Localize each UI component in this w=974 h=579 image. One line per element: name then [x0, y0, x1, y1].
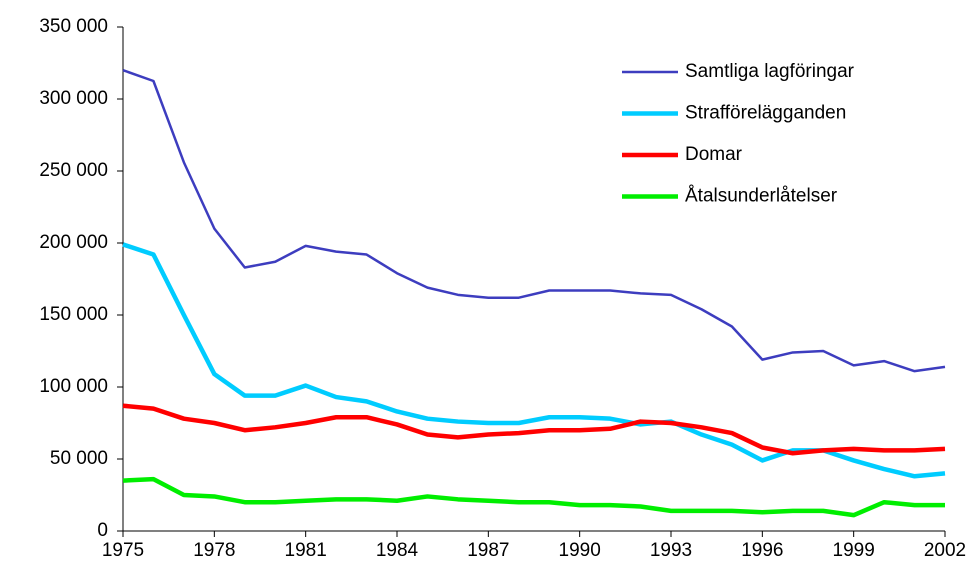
x-tick-label: 1975 — [102, 540, 144, 561]
x-tick-label: 1999 — [833, 540, 875, 561]
series-line — [122, 69, 946, 373]
legend-label: Strafförelägganden — [685, 103, 846, 124]
legend-label: Åtalsunderlåtelser — [685, 186, 838, 207]
y-tick-label: 300 000 — [39, 88, 108, 109]
y-tick-label: 0 — [97, 520, 108, 541]
x-tick-label: 1981 — [285, 540, 327, 561]
x-tick-label: 2002 — [924, 540, 966, 561]
legend-label: Samtliga lagföringar — [685, 61, 855, 82]
y-tick-label: 250 000 — [39, 160, 108, 181]
x-tick-label: 1987 — [467, 540, 509, 561]
y-tick-label: 350 000 — [39, 16, 108, 37]
y-tick-label: 150 000 — [39, 304, 108, 325]
series-line — [122, 476, 945, 518]
legend-label: Domar — [685, 144, 743, 165]
y-tick-label: 200 000 — [39, 232, 108, 253]
y-tick-label: 100 000 — [39, 376, 108, 397]
x-tick-label: 1978 — [193, 540, 235, 561]
series-line — [122, 403, 946, 456]
y-tick-label: 50 000 — [50, 448, 108, 469]
x-tick-label: 1996 — [741, 540, 783, 561]
series-line — [122, 242, 946, 479]
x-tick-label: 1990 — [559, 540, 601, 561]
x-tick-label: 1984 — [376, 540, 419, 561]
x-tick-label: 1993 — [650, 540, 692, 561]
